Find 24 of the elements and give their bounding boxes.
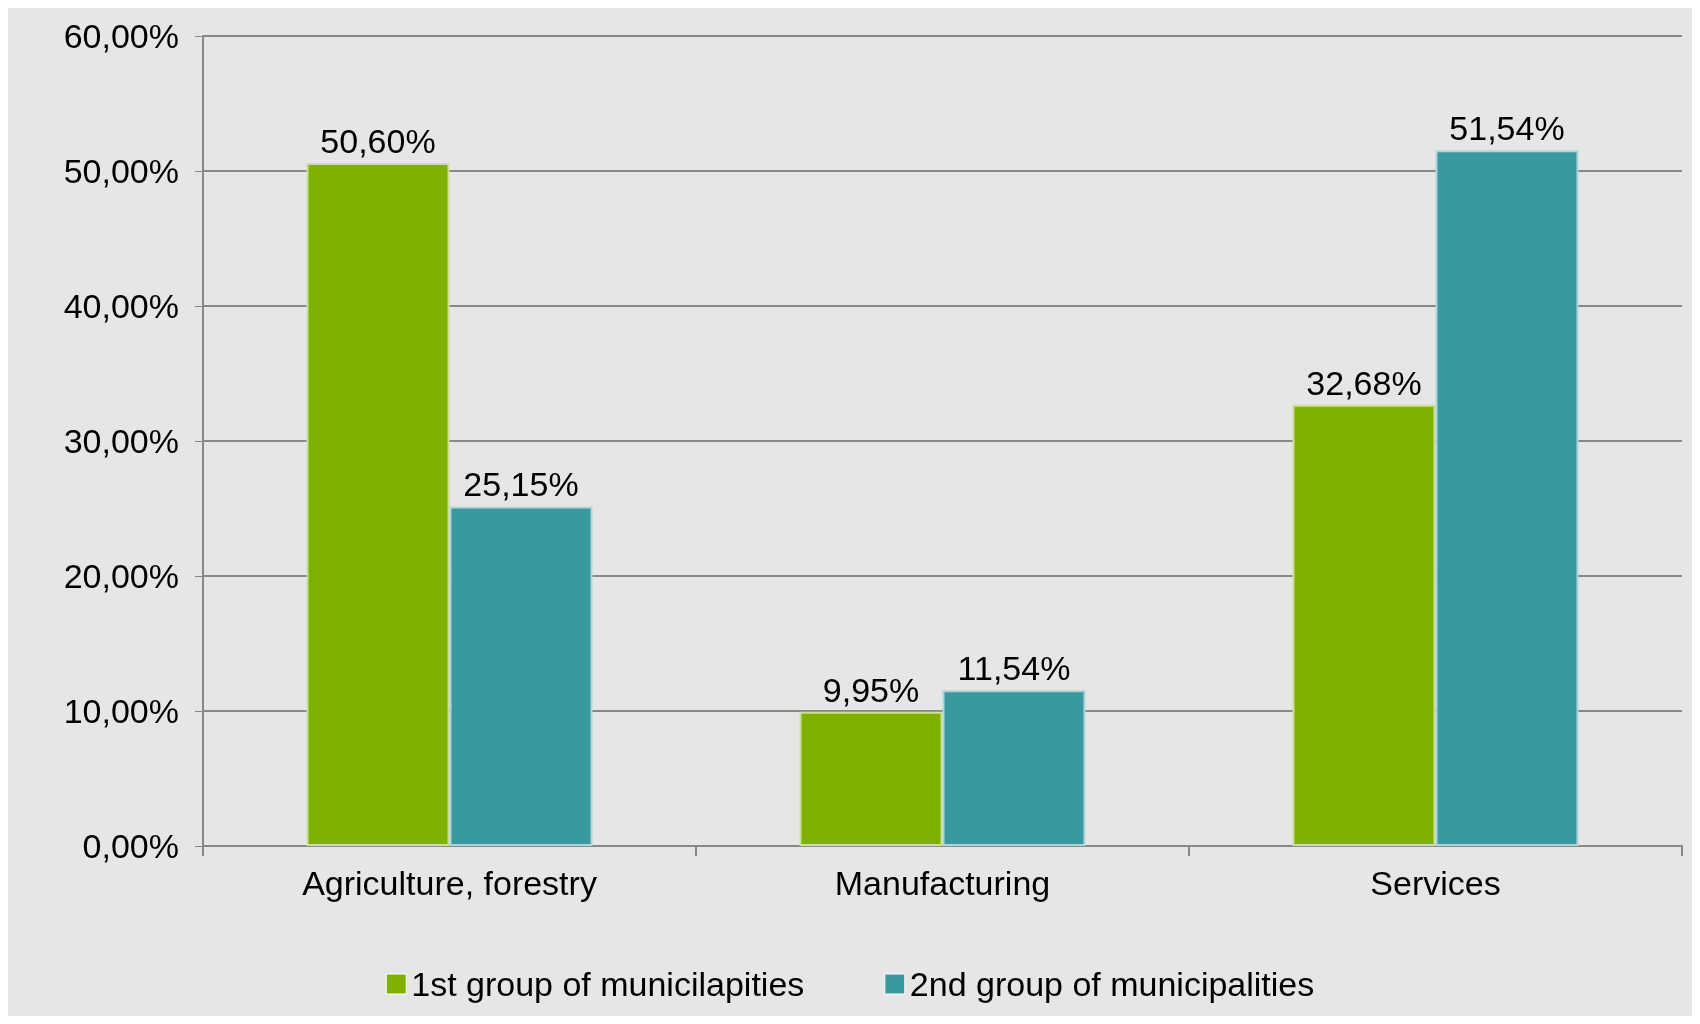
bar bbox=[306, 162, 450, 846]
y-tick-label: 30,00% bbox=[63, 422, 179, 460]
data-label: 32,68% bbox=[1306, 363, 1422, 402]
legend-label: 2nd group of municipalities bbox=[909, 965, 1315, 1003]
x-tick-label: Manufacturing bbox=[834, 864, 1051, 902]
data-label: 51,54% bbox=[1449, 109, 1565, 148]
data-label: 9,95% bbox=[822, 670, 920, 709]
data-label: 50,60% bbox=[320, 121, 436, 160]
bar bbox=[799, 711, 943, 846]
y-tick-label: 60,00% bbox=[63, 17, 179, 55]
y-tick-label: 40,00% bbox=[63, 287, 179, 325]
y-tick-label: 0,00% bbox=[82, 827, 179, 865]
data-label: 11,54% bbox=[957, 649, 1071, 688]
y-tick-label: 50,00% bbox=[63, 152, 179, 190]
bar bbox=[1435, 150, 1579, 846]
y-tick-label: 20,00% bbox=[63, 557, 179, 595]
x-tick-label: Agriculture, forestry bbox=[302, 864, 597, 902]
y-tick-label: 10,00% bbox=[63, 692, 179, 730]
bar bbox=[1292, 404, 1436, 846]
data-label: 25,15% bbox=[463, 465, 579, 504]
bar bbox=[942, 690, 1086, 846]
legend-label: 1st group of municilapities bbox=[411, 965, 805, 1003]
x-tick-label: Services bbox=[1370, 864, 1501, 902]
bar bbox=[449, 506, 593, 846]
